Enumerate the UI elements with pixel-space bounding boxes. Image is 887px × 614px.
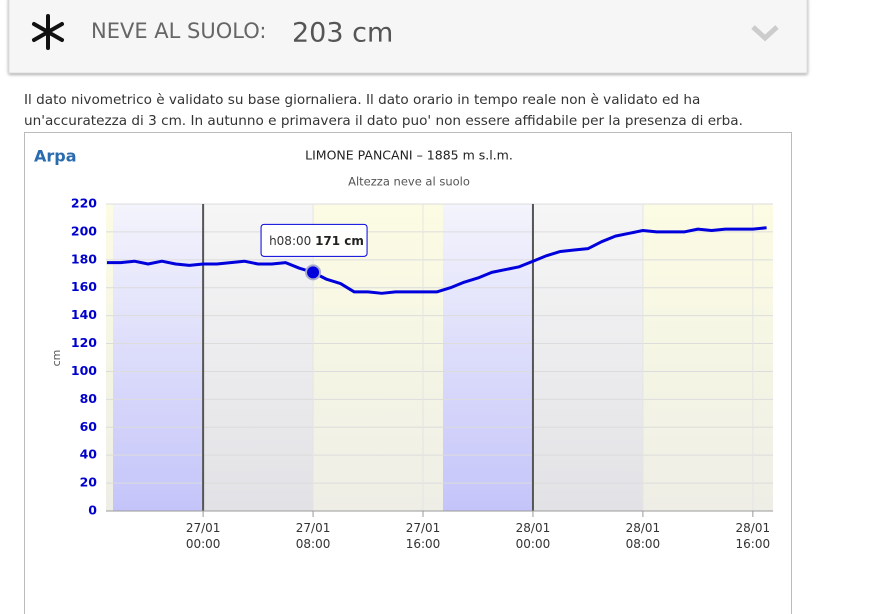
y-tick-label: 140 xyxy=(71,307,97,322)
y-tick-label: 180 xyxy=(71,251,97,266)
y-tick-label: 100 xyxy=(71,363,97,378)
y-tick-label: 40 xyxy=(80,447,98,462)
chart-subtitle: Altezza neve al suolo xyxy=(348,175,470,189)
day-bands xyxy=(106,204,773,511)
x-tick-label: 28/01 08:00 xyxy=(625,521,661,551)
line xyxy=(106,226,767,295)
y-tick-label: 200 xyxy=(71,223,97,238)
x-tick-label: 27/01 16:00 xyxy=(405,521,441,551)
chevron[interactable] xyxy=(751,25,779,42)
y-tick-label: 220 xyxy=(71,196,97,211)
x-tick-label: 28/01 00:00 xyxy=(515,521,551,551)
tooltip-time: h08:00 xyxy=(269,234,311,248)
header-value: 203 cm xyxy=(292,18,393,49)
snow-icon xyxy=(32,14,64,50)
x-tick-label: 27/01 00:00 xyxy=(185,521,221,551)
hover-marker xyxy=(305,264,322,281)
tooltip-box xyxy=(260,223,368,257)
plot: 0 20 40 60 80 100 120 140 160 180 200 220 h08:00 171 … xyxy=(71,196,773,518)
header-box[interactable] xyxy=(8,0,808,74)
tooltip-value: 171 cm xyxy=(315,234,364,248)
y-tick-label: 20 xyxy=(80,475,98,490)
description: Il dato nivometrico è validato su base g… xyxy=(24,92,743,129)
x-tick-label: 28/01 16:00 xyxy=(735,521,771,551)
y-tick-label: 120 xyxy=(71,335,97,350)
logo: Arpa xyxy=(34,147,77,166)
y-tick-label: 80 xyxy=(80,391,98,406)
y-tick-label: 0 xyxy=(88,503,97,518)
y-tick-label: 60 xyxy=(80,419,98,434)
y-axis-label: cm xyxy=(50,350,63,367)
y-tick-label: 160 xyxy=(71,279,97,294)
chart-title: LIMONE PANCANI – 1885 m s.l.m. xyxy=(305,148,513,163)
header-label: NEVE AL SUOLO: xyxy=(91,19,266,43)
x-tick-label: 27/01 08:00 xyxy=(295,521,331,551)
tooltip: h08:00 171 cm xyxy=(260,223,368,257)
